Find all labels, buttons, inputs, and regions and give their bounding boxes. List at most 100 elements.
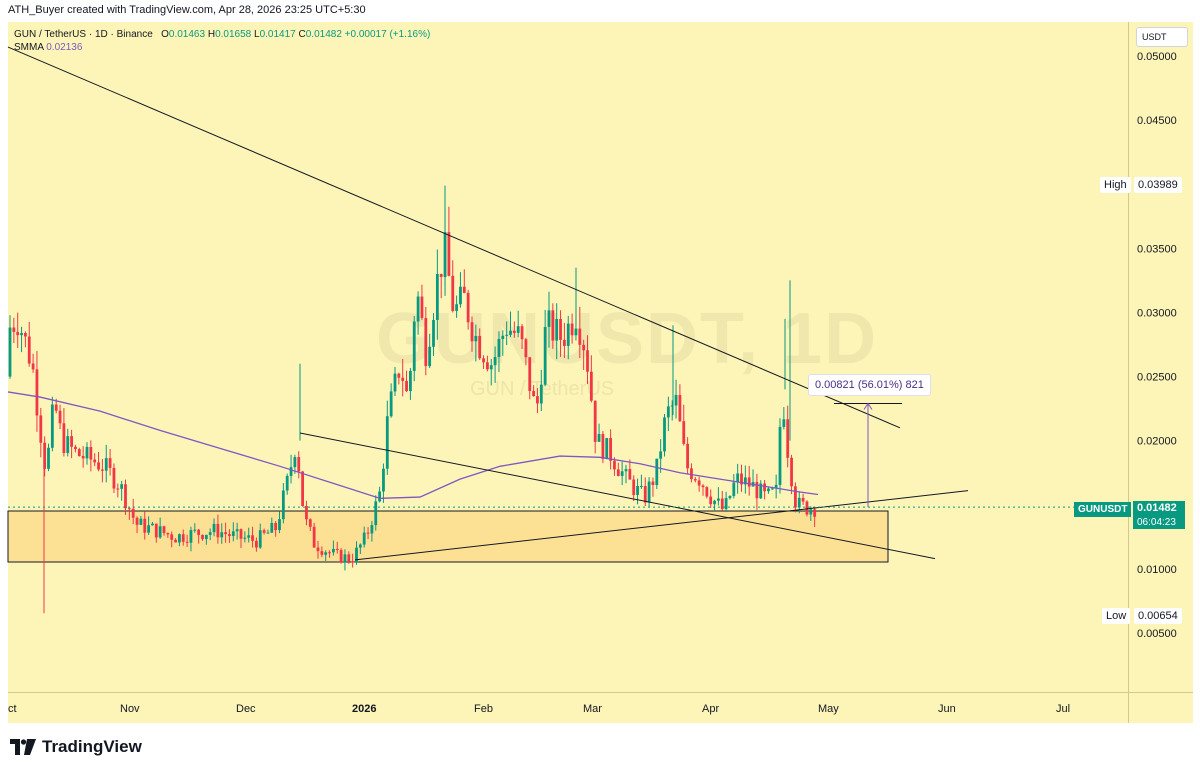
candle-body: [539, 384, 543, 404]
candle-body: [470, 322, 474, 342]
descending-wedge-line: [299, 432, 936, 560]
candle-body: [528, 357, 532, 392]
candle-body: [809, 509, 813, 515]
candle-body: [670, 405, 674, 407]
candle-body: [770, 488, 774, 490]
candle-body: [355, 547, 358, 563]
candle-body: [543, 326, 547, 385]
candle-body: [732, 482, 736, 497]
candle-body: [12, 327, 16, 332]
candle-body: [308, 519, 312, 527]
candle-body: [736, 473, 740, 483]
symbol-watermark: GUNUSDT, 1D: [376, 299, 879, 379]
candle-body: [320, 551, 324, 555]
candle-body: [663, 417, 666, 452]
candle-body: [786, 419, 790, 458]
candle-body: [93, 459, 97, 463]
price-tick-label: 0.04500: [1137, 115, 1177, 127]
time-scale[interactable]: [8, 692, 1128, 723]
legend-open-label: O: [161, 29, 169, 40]
candle-body: [501, 335, 505, 339]
candle-body: [154, 523, 158, 538]
candle-body: [701, 485, 705, 488]
candle-body: [493, 356, 497, 366]
candle-body: [178, 534, 181, 543]
support-zone: [7, 510, 889, 563]
candle-body: [693, 479, 697, 481]
candle-body: [601, 433, 605, 459]
candle-body: [512, 330, 516, 333]
legend-low-value: 0.01417: [259, 29, 296, 40]
candle-body: [347, 554, 351, 562]
candle-body: [50, 404, 54, 448]
candle-body: [212, 523, 216, 533]
legend-smma-row: SMMA 0.02136: [14, 41, 430, 54]
legend-low-label: L: [254, 29, 260, 40]
measure-label[interactable]: 0.00821 (56.01%) 821: [808, 374, 931, 396]
candle-body: [794, 486, 797, 508]
footer-brand-text: TradingView: [42, 737, 142, 756]
candle-body: [489, 365, 493, 370]
candle-body: [235, 529, 239, 532]
candle-body: [74, 446, 77, 450]
candle-body: [609, 438, 612, 461]
candle-body: [316, 547, 320, 552]
candle-body: [31, 363, 35, 370]
price-scale[interactable]: [1128, 22, 1193, 692]
candle-body: [774, 484, 778, 489]
legend-change: +0.00017 (+1.16%): [344, 29, 431, 40]
candle-body: [713, 500, 716, 505]
legend-smma-label[interactable]: SMMA: [14, 42, 44, 53]
candle-body: [70, 436, 73, 447]
legend-close-label: C: [298, 29, 306, 40]
candle-body: [66, 436, 70, 453]
low-label: Low: [1102, 608, 1131, 624]
candle-body: [358, 544, 362, 548]
candle-body: [459, 286, 462, 305]
candle-body: [274, 522, 278, 531]
candle-body: [8, 327, 12, 377]
candle-body: [166, 533, 170, 535]
candle-body: [563, 339, 566, 346]
candle-body: [412, 321, 416, 371]
legend-smma-value: 0.02136: [46, 42, 83, 53]
price-tick-label: 0.02500: [1137, 372, 1177, 384]
candle-body: [532, 391, 535, 397]
candle-body: [293, 457, 297, 468]
currency-selector[interactable]: USDT: [1136, 27, 1188, 47]
candle-body: [135, 517, 139, 525]
price-tick-label: 0.02000: [1137, 436, 1177, 448]
candle-body: [497, 338, 501, 357]
low-value: 0.00654: [1134, 608, 1182, 624]
candle-body: [127, 508, 131, 510]
candle-body: [77, 449, 81, 456]
candle-body: [624, 469, 628, 472]
candle-body: [524, 339, 528, 358]
candle-body: [193, 529, 197, 531]
legend-high-value: 0.01658: [215, 29, 252, 40]
candle-body: [782, 419, 786, 427]
candle-body: [435, 273, 439, 320]
candle-body: [378, 491, 381, 502]
candle-body: [285, 475, 289, 491]
candle-body: [62, 423, 66, 453]
candle-body: [705, 487, 709, 497]
candle-body: [97, 462, 100, 470]
candle-body: [447, 232, 451, 276]
candle-body: [763, 483, 766, 492]
candle-body: [620, 471, 624, 476]
candle-body: [466, 292, 470, 323]
candle-body: [278, 519, 281, 531]
candle-body: [482, 358, 485, 363]
candle-body: [678, 394, 682, 422]
candle-body: [389, 391, 393, 417]
candle-body: [366, 532, 370, 534]
candle-body: [474, 335, 478, 342]
candle-body: [401, 377, 405, 381]
candle-body: [566, 323, 570, 346]
candle-body: [516, 326, 520, 333]
legend-symbol[interactable]: GUN / TetherUS · 1D · Binance: [14, 29, 153, 40]
candle-body: [486, 362, 489, 370]
legend-open-value: 0.01463: [168, 29, 206, 40]
candle-body: [58, 410, 62, 424]
